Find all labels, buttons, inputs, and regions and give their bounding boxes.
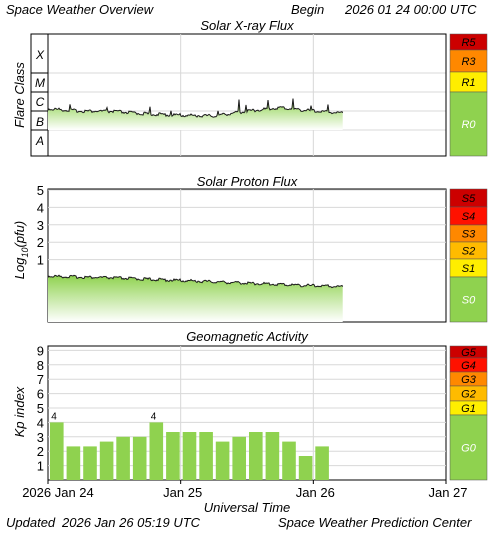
kp-data-label: 4	[51, 411, 57, 422]
begin-label: Begin	[291, 2, 325, 17]
x-tick-label: Jan 26	[296, 485, 335, 500]
x-axis-label: Universal Time	[204, 500, 291, 515]
kp-frame	[47, 345, 447, 481]
proton-tick-label: 3	[37, 218, 44, 233]
proton-tick-label: 5	[37, 183, 44, 198]
proton-title: Solar Proton Flux	[197, 174, 298, 189]
begin-value: 2026 01 24 00:00 UTC	[345, 2, 477, 17]
kp-scale-segment	[449, 414, 488, 481]
kp-title: Geomagnetic Activity	[186, 329, 309, 344]
proton-ylabel: Log10(pfu)	[12, 221, 30, 279]
kp-bar	[265, 432, 280, 480]
footer-center: Space Weather Prediction Center	[278, 515, 472, 530]
proton-scale-label: S0	[462, 295, 476, 307]
kp-bar	[232, 436, 246, 480]
kp-ylabel: Kp index	[12, 386, 27, 437]
xray-class-label: X	[35, 48, 45, 62]
proton-scale-label: S1	[462, 263, 475, 275]
kp-tick-label: 8	[37, 358, 44, 373]
proton-scale-label: S4	[462, 211, 475, 223]
kp-scale-label: G5	[461, 347, 477, 359]
proton-tick-label: 4	[37, 200, 44, 215]
page-title: Space Weather Overview	[6, 2, 154, 17]
xray-flux-line	[47, 98, 344, 118]
kp-bar	[132, 436, 147, 480]
kp-tick-label: 1	[37, 459, 44, 474]
kp-tick-label: 9	[37, 343, 44, 358]
kp-scale-label: G2	[461, 389, 476, 401]
kp-scale-label: G1	[461, 403, 476, 415]
kp-bar	[66, 446, 81, 480]
kp-tick-label: 4	[37, 415, 44, 430]
kp-bar	[298, 456, 313, 480]
proton-flux-area	[48, 275, 343, 322]
proton-scale-segment	[449, 276, 488, 323]
kp-tick-label: 5	[37, 401, 44, 416]
xray-scale-label: R5	[461, 37, 476, 49]
proton-flux-line	[47, 274, 344, 289]
kp-data-label: 4	[151, 411, 157, 422]
kp-bar	[166, 432, 180, 480]
kp-bar	[215, 441, 230, 480]
kp-scale-label: G0	[461, 443, 477, 455]
xray-scale-segment	[449, 91, 488, 157]
xray-class-label: A	[35, 134, 44, 148]
kp-tick-label: 7	[37, 372, 44, 387]
x-tick-label: Jan 25	[163, 485, 202, 500]
xray-flux-area	[48, 98, 343, 130]
kp-bar	[83, 446, 97, 480]
kp-bar	[315, 446, 329, 480]
proton-tick-label: 1	[37, 253, 44, 268]
footer-updated-label: Updated	[6, 515, 56, 530]
kp-bar	[116, 436, 130, 480]
xray-scale-label: R1	[461, 77, 475, 89]
xray-class-label: C	[36, 95, 45, 109]
xray-scale-label: R3	[461, 56, 476, 68]
kp-bar	[99, 441, 114, 480]
xray-class-label: M	[35, 76, 45, 90]
kp-tick-label: 3	[37, 430, 44, 445]
xray-class-label: B	[36, 115, 44, 129]
kp-bar	[182, 432, 197, 480]
xray-title: Solar X-ray Flux	[200, 18, 294, 33]
footer-updated-value: 2026 Jan 26 05:19 UTC	[62, 515, 201, 530]
kp-tick-label: 2	[37, 444, 44, 459]
kp-bar	[249, 432, 263, 480]
xray-frame	[47, 33, 447, 157]
proton-scale-label: S2	[462, 246, 475, 258]
kp-bar	[149, 422, 164, 480]
x-tick-label: 2026 Jan 24	[22, 485, 94, 500]
kp-bar	[282, 441, 296, 480]
kp-scale-label: G4	[461, 360, 476, 372]
proton-scale-label: S3	[462, 229, 476, 241]
proton-tick-label: 2	[37, 235, 44, 250]
proton-scale-label: S5	[462, 193, 476, 205]
kp-bar	[199, 432, 213, 480]
x-tick-label: Jan 27	[428, 485, 467, 500]
kp-tick-label: 6	[37, 387, 44, 402]
xray-scale-label: R0	[461, 119, 476, 131]
kp-bar	[50, 422, 64, 480]
xray-ylabel: Flare Class	[12, 62, 27, 128]
kp-scale-label: G3	[461, 374, 477, 386]
